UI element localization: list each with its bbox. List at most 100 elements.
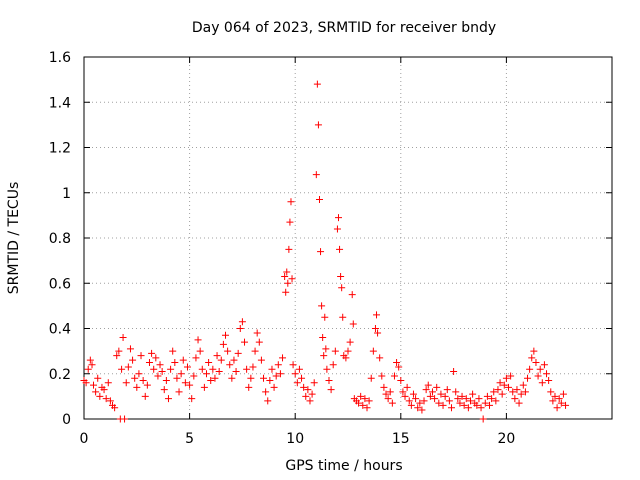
data-point <box>344 347 352 355</box>
data-point <box>454 395 462 403</box>
data-point <box>355 399 363 407</box>
data-point <box>374 329 382 337</box>
data-point <box>509 388 517 396</box>
data-point <box>477 404 485 412</box>
data-point <box>217 356 225 364</box>
data-point <box>160 386 168 394</box>
data-point <box>334 214 342 222</box>
data-point <box>460 401 468 409</box>
data-point <box>380 383 388 391</box>
data-point <box>158 367 166 375</box>
data-point <box>424 381 432 389</box>
data-point <box>177 370 185 378</box>
y-tick-label: 0.8 <box>49 231 71 247</box>
data-point <box>264 397 272 405</box>
data-point <box>450 367 458 375</box>
data-point <box>196 347 204 355</box>
data-point <box>500 381 508 389</box>
y-axis-label: SRMTID / TECUs <box>6 182 22 295</box>
data-point <box>490 388 498 396</box>
data-point <box>543 370 551 378</box>
data-point <box>515 399 523 407</box>
data-point <box>384 395 392 403</box>
data-point <box>435 399 443 407</box>
data-point <box>131 374 139 382</box>
axis-ticks: 0 5 10 15 20 0 0.2 0.4 0.6 0.8 1 1.2 1.4 1.6 <box>49 50 612 447</box>
y-tick-label: 0.6 <box>49 276 71 292</box>
data-point <box>312 171 320 179</box>
data-point <box>279 354 287 362</box>
data-point <box>376 354 384 362</box>
data-point <box>236 325 244 332</box>
data-point <box>257 356 265 364</box>
data-point <box>486 401 494 409</box>
data-point <box>475 395 483 403</box>
data-point <box>348 291 356 299</box>
data-point <box>555 395 563 403</box>
data-point <box>399 388 407 396</box>
data-point <box>393 358 401 366</box>
data-point <box>186 381 194 389</box>
data-point <box>179 356 187 364</box>
x-tick-label: 20 <box>497 431 515 447</box>
data-point <box>205 358 213 366</box>
data-point <box>333 225 341 233</box>
data-point <box>492 397 500 405</box>
data-point <box>397 377 405 385</box>
data-point <box>198 365 206 373</box>
data-point <box>152 354 160 362</box>
data-point <box>126 345 134 353</box>
data-point <box>469 390 477 398</box>
data-point <box>405 397 413 405</box>
data-point <box>466 397 474 405</box>
data-point <box>371 325 379 332</box>
data-point <box>143 381 151 389</box>
data-point <box>224 347 232 355</box>
data-point <box>304 386 312 394</box>
data-point <box>363 404 371 412</box>
data-point <box>122 379 130 387</box>
data-point <box>481 399 489 407</box>
data-point <box>315 196 323 204</box>
data-point <box>249 363 257 371</box>
data-point <box>443 386 451 394</box>
data-point <box>310 379 318 387</box>
data-point <box>407 401 415 409</box>
data-point <box>549 397 557 405</box>
x-tick-label: 15 <box>392 431 410 447</box>
data-point <box>102 395 110 403</box>
data-point <box>92 388 100 396</box>
data-point <box>298 374 306 382</box>
data-point <box>154 372 162 380</box>
data-point <box>207 377 215 385</box>
grid-lines <box>84 57 612 419</box>
data-point <box>135 370 143 378</box>
data-point <box>318 302 326 310</box>
data-point <box>357 392 365 400</box>
data-point <box>300 383 308 391</box>
data-point <box>498 390 506 398</box>
data-point <box>562 401 570 409</box>
y-tick-label: 1.6 <box>49 50 71 66</box>
data-point <box>222 331 230 339</box>
data-point <box>164 395 172 403</box>
data-point <box>494 386 502 394</box>
data-point <box>251 347 259 355</box>
data-point <box>162 377 170 385</box>
data-point <box>439 401 447 409</box>
data-point <box>281 272 289 280</box>
data-point <box>464 404 472 412</box>
data-point <box>505 383 513 391</box>
data-point <box>90 381 98 389</box>
data-point <box>284 279 292 287</box>
data-point <box>288 275 296 283</box>
data-point <box>483 392 491 400</box>
data-point <box>141 392 149 400</box>
data-point <box>234 349 242 357</box>
data-point <box>458 392 466 400</box>
data-point <box>339 313 347 321</box>
y-tick-label: 0.4 <box>49 322 71 338</box>
data-point <box>253 329 261 337</box>
data-point <box>382 390 390 398</box>
data-point <box>530 347 538 355</box>
